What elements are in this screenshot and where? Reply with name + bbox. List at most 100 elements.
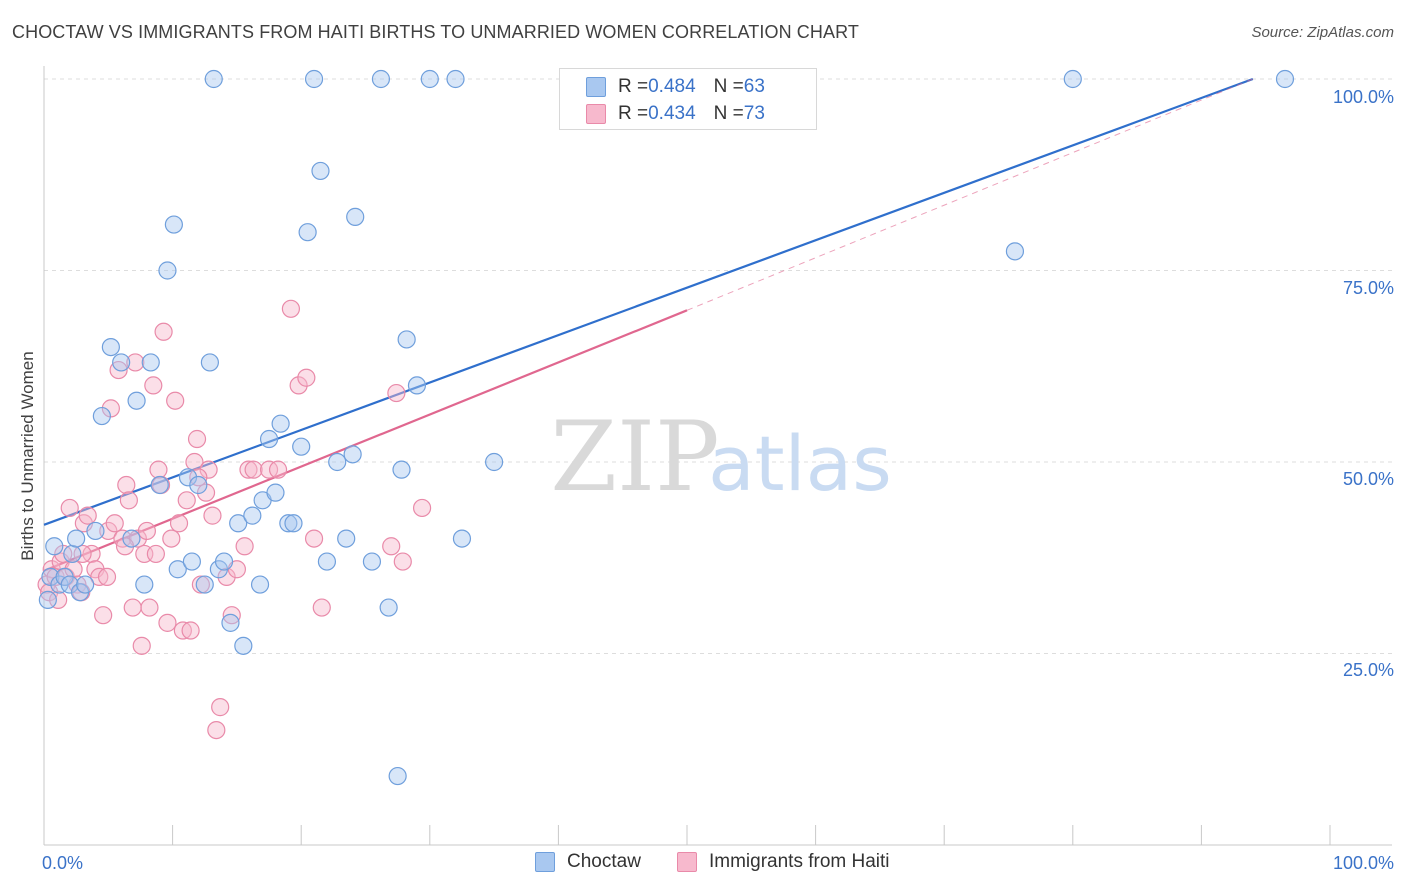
choctaw-point [92,406,111,426]
y-tick-label-75: 75.0% [1342,278,1394,298]
legend-r-label: R = [618,103,649,124]
choctaw-point [38,590,57,609]
haiti-point [268,460,288,479]
watermark-zip: ZIP [550,401,719,513]
haiti-point [173,621,192,640]
haiti-point [146,544,165,564]
choctaw-point [292,437,311,456]
choctaw-point [452,529,472,548]
haiti-point [207,720,226,740]
bottom-legend-haiti: Immigrants from Haiti [677,851,890,873]
bottom-legend-choctaw: Choctaw [535,851,641,873]
choctaw-point [67,529,86,548]
watermark-atlas: atlas [708,419,892,508]
haiti-point [211,698,230,717]
haiti-point [144,376,163,395]
choctaw-point [60,575,79,594]
haiti-point [382,537,401,556]
haiti-point [49,590,68,609]
haiti-point [412,498,432,518]
chart-title: CHOCTAW VS IMMIGRANTS FROM HAITI BIRTHS … [12,22,859,42]
stats-legend: R = 0.484 N = 63 R = 0.434 N = 73 [559,68,817,130]
haiti-point [166,391,185,410]
choctaw-point [182,552,201,571]
choctaw-point [362,552,382,571]
bottom-swatch-choctaw [535,852,555,872]
haiti-point [137,521,156,541]
choctaw-point [371,69,391,89]
choctaw-point [214,552,234,571]
trendline-haiti-extension [686,78,1254,311]
x-tick-label-0: 0.0% [42,853,84,873]
choctaw-points [38,69,1295,786]
haiti-point [235,537,254,556]
legend-r-value: 0.434 [648,103,696,124]
choctaw-point [178,468,198,487]
legend-swatch-choctaw [586,77,606,97]
choctaw-point [195,575,214,594]
choctaw-point [317,552,337,571]
choctaw-point [63,544,82,564]
choctaw-point [164,215,183,234]
y-tick-label-50: 50.0% [1342,469,1394,489]
choctaw-point [122,529,141,548]
choctaw-point [250,575,270,594]
legend-row-choctaw: R = 0.484 N = 63 [586,74,765,100]
haiti-point [169,514,189,533]
choctaw-point [141,353,160,372]
legend-n-value: 73 [743,103,765,124]
y-tick-label-25: 25.0% [1342,660,1394,680]
haiti-point [387,383,406,403]
choctaw-point [127,391,146,410]
choctaw-point [229,514,248,533]
legend-n-label: N = [713,103,744,124]
haiti-point [177,491,196,510]
haiti-point [185,452,204,472]
haiti-point [239,460,258,479]
choctaw-point [168,560,187,579]
choctaw-point [76,575,95,594]
legend-swatch-haiti [586,104,606,124]
choctaw-point [1005,242,1025,261]
haiti-point [60,498,79,518]
haiti-point [123,598,142,617]
haiti-point [162,529,181,548]
choctaw-point [45,537,64,556]
trendline-choctaw [43,77,1254,526]
choctaw-point [485,452,504,472]
choctaw-point [266,483,285,502]
haiti-point [94,606,113,625]
choctaw-point [388,766,407,786]
haiti-point [304,529,324,548]
choctaw-point [221,613,240,632]
haiti-point [244,460,263,479]
haiti-points [37,299,432,740]
haiti-point [97,567,117,587]
choctaw-point [379,598,398,617]
choctaw-point [101,338,120,357]
choctaw-point [86,521,105,541]
choctaw-point [150,475,169,495]
choctaw-point [284,514,303,533]
choctaw-point [271,414,290,433]
choctaw-point [304,69,324,89]
legend-n-value: 63 [743,76,765,97]
axes [43,66,1392,846]
choctaw-point [346,207,365,226]
bottom-legend-label-haiti: Immigrants from Haiti [709,851,890,872]
y-tick-label-100: 100.0% [1332,87,1394,107]
bottom-legend-label-choctaw: Choctaw [567,851,641,872]
choctaw-point [200,353,219,372]
choctaw-point [189,475,208,495]
haiti-point [78,506,97,525]
grid-lines [44,78,1392,654]
haiti-point [312,598,331,617]
haiti-point [140,598,159,617]
haiti-point [189,468,208,487]
haiti-point [154,322,173,341]
choctaw-point [112,353,131,372]
haiti-point [281,299,301,318]
haiti-point [191,575,210,594]
choctaw-point [259,429,279,449]
choctaw-point [311,161,330,181]
